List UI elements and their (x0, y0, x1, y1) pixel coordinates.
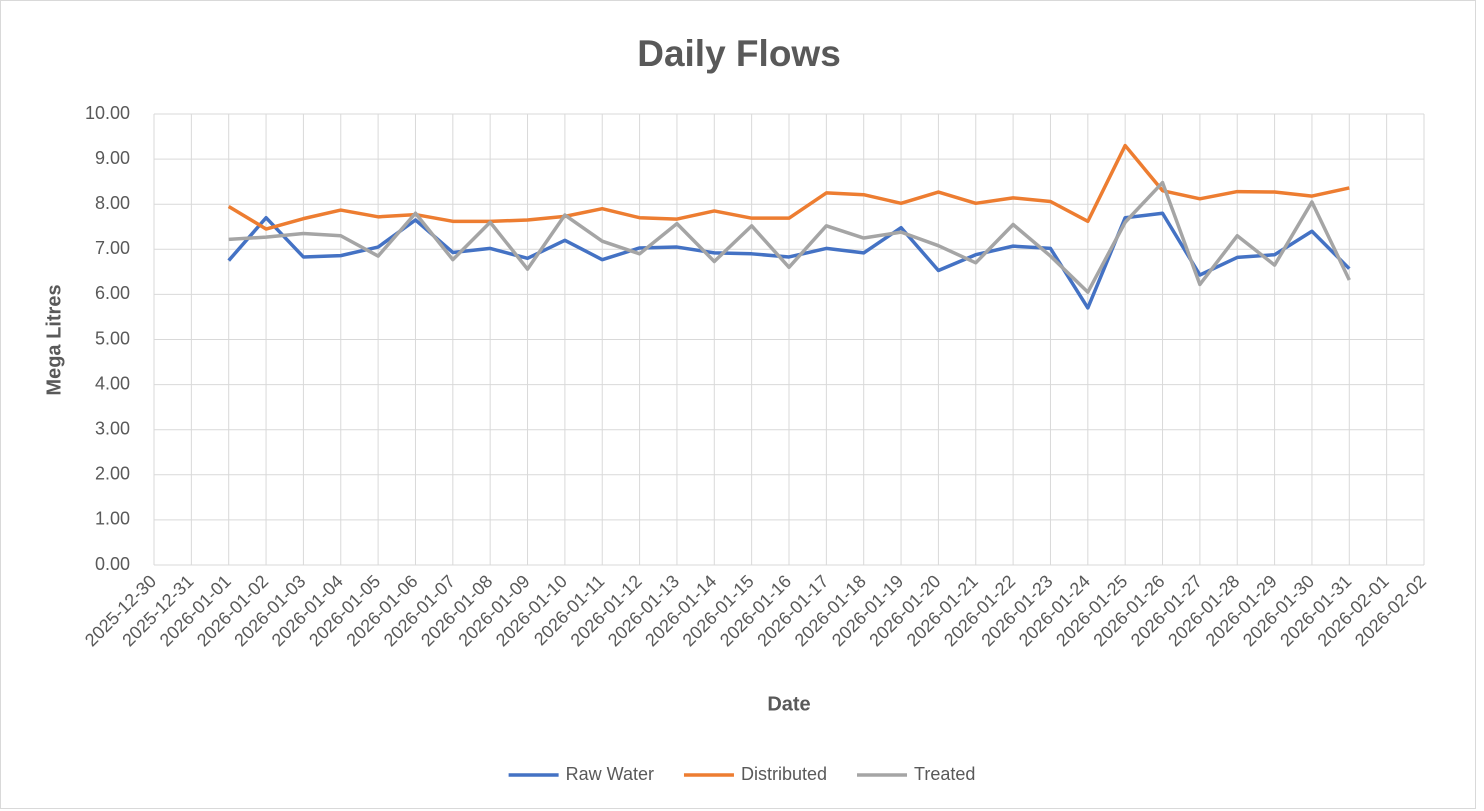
y-tick-label: 9.00 (95, 148, 130, 168)
x-axis-label: Date (767, 693, 810, 715)
y-axis-label: Mega Litres (43, 284, 65, 395)
y-tick-label: 1.00 (95, 509, 130, 529)
legend-label: Raw Water (566, 764, 654, 784)
y-tick-label: 0.00 (95, 554, 130, 574)
y-tick-label: 6.00 (95, 283, 130, 303)
y-tick-label: 7.00 (95, 238, 130, 258)
legend-label: Treated (914, 764, 975, 784)
y-tick-label: 2.00 (95, 464, 130, 484)
y-tick-label: 4.00 (95, 373, 130, 393)
y-tick-label: 10.00 (85, 103, 130, 123)
y-tick-label: 5.00 (95, 328, 130, 348)
legend-label: Distributed (741, 764, 827, 784)
series-line (227, 211, 1351, 310)
series-line (228, 180, 1351, 294)
y-tick-label: 3.00 (95, 418, 130, 438)
chart-title: Daily Flows (637, 33, 841, 74)
y-tick-label: 8.00 (95, 193, 130, 213)
